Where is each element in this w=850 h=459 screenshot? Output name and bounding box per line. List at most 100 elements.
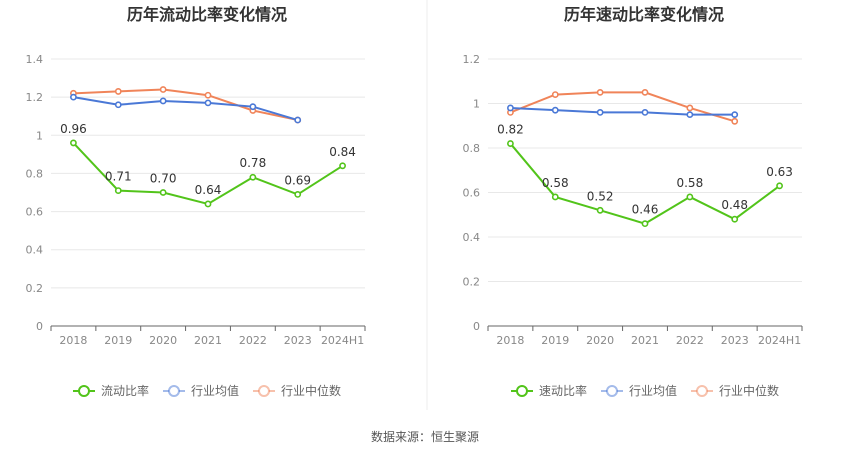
- legend-item: 行业均值: [163, 383, 239, 398]
- legend-label: 流动比率: [101, 383, 149, 398]
- y-tick-label: 1.4: [26, 53, 44, 66]
- series-line: [73, 96, 298, 121]
- y-tick-label: 0.6: [26, 206, 44, 219]
- legend-item: 速动比率: [511, 383, 587, 398]
- data-label: 0.52: [587, 189, 614, 203]
- legend-marker: [606, 385, 618, 397]
- data-point: [114, 187, 122, 194]
- data-point: [551, 106, 559, 114]
- data-point: [507, 140, 514, 147]
- data-point: [551, 91, 559, 98]
- y-tick-label: 0.2: [26, 282, 44, 295]
- data-label: 0.96: [60, 122, 87, 136]
- y-tick-label: 0: [36, 320, 43, 333]
- y-tick-label: 1: [36, 129, 43, 142]
- legend-item: 行业均值: [601, 383, 677, 398]
- x-tick-label: 2020: [149, 334, 177, 347]
- x-tick-label: 2019: [541, 334, 569, 347]
- data-point: [114, 101, 122, 109]
- y-tick-label: 0.2: [463, 276, 481, 289]
- data-point: [686, 104, 694, 112]
- current-ratio-chart: 历年流动比率变化情况 0 0.2 0.4 0.6 0.8 1 1.2 1.4 2018 2019 20…: [26, 5, 366, 398]
- y-tick-label: 0.4: [26, 244, 44, 257]
- y-tick-label: 0: [473, 320, 480, 333]
- data-point: [551, 193, 559, 201]
- legend-marker: [258, 385, 270, 397]
- data-point: [70, 139, 77, 147]
- data-label: 0.58: [676, 176, 703, 190]
- data-point: [294, 191, 302, 198]
- x-tick-label: 2019: [104, 334, 132, 347]
- x-tick-label: 2021: [194, 334, 222, 347]
- data-point: [204, 200, 212, 208]
- series-line: [510, 106, 735, 116]
- data-point: [731, 117, 739, 125]
- y-tick-label: 1.2: [26, 91, 44, 104]
- data-label: 0.64: [195, 183, 222, 197]
- data-label: 0.70: [150, 172, 177, 186]
- data-point: [686, 193, 694, 201]
- data-label: 0.63: [766, 165, 793, 179]
- data-label: 0.58: [542, 176, 569, 190]
- legend-marker: [168, 385, 180, 397]
- chart-title: 历年流动比率变化情况: [127, 5, 287, 24]
- data-label: 0.46: [632, 203, 659, 217]
- y-tick-label: 1: [473, 98, 480, 111]
- data-point: [686, 111, 694, 119]
- data-point: [204, 91, 212, 99]
- data-point: [641, 109, 649, 116]
- legend-item: 行业中位数: [253, 383, 341, 398]
- data-label: 0.71: [105, 170, 132, 184]
- data-label: 0.78: [239, 156, 266, 170]
- data-label: 0.69: [284, 173, 311, 187]
- legend-label: 行业中位数: [281, 383, 341, 398]
- data-point: [776, 182, 783, 190]
- x-tick-label: 2023: [284, 334, 312, 347]
- x-tick-label: 2020: [586, 334, 614, 347]
- data-label: 0.82: [497, 123, 524, 137]
- data-point: [159, 97, 167, 105]
- data-point: [507, 104, 514, 112]
- legend-label: 行业均值: [191, 383, 239, 398]
- y-tick-label: 1.2: [463, 53, 481, 66]
- data-label: 0.48: [721, 198, 748, 212]
- data-point: [731, 111, 739, 119]
- data-point: [596, 206, 604, 214]
- x-tick-label: 2021: [631, 334, 659, 347]
- legend-marker: [516, 385, 528, 397]
- legend-item: 行业中位数: [691, 383, 779, 398]
- data-point: [339, 162, 346, 170]
- y-tick-label: 0.8: [26, 167, 44, 180]
- data-point: [596, 109, 604, 116]
- x-tick-label: 2018: [496, 334, 524, 347]
- data-point: [641, 88, 649, 96]
- data-point: [204, 99, 212, 107]
- data-point: [596, 88, 604, 96]
- data-point: [731, 215, 739, 223]
- quick-ratio-chart: 历年速动比率变化情况 0 0.2 0.4 0.6 0.8 1 1.2 2018 2019 2020 2…: [463, 5, 803, 398]
- data-point: [294, 116, 302, 124]
- x-tick-label: 2022: [676, 334, 704, 347]
- series-line: [73, 88, 298, 122]
- y-tick-label: 0.4: [463, 231, 481, 244]
- data-point: [249, 173, 257, 181]
- legend-item: 流动比率: [73, 383, 149, 398]
- chart-title: 历年速动比率变化情况: [564, 5, 724, 24]
- legend-marker: [696, 385, 708, 397]
- x-tick-label: 2024H1: [758, 334, 801, 347]
- data-point: [114, 88, 122, 95]
- data-label: 0.84: [329, 145, 356, 159]
- series-line: [510, 91, 735, 123]
- source-note: 数据来源：恒生聚源: [370, 430, 479, 444]
- legend-label: 速动比率: [539, 383, 587, 398]
- legend-label: 行业中位数: [719, 383, 779, 398]
- x-tick-label: 2024H1: [321, 334, 364, 347]
- data-point: [70, 93, 77, 101]
- legend-label: 行业均值: [629, 383, 677, 398]
- y-tick-label: 0.6: [463, 187, 481, 200]
- x-tick-label: 2023: [721, 334, 749, 347]
- x-tick-label: 2022: [239, 334, 267, 347]
- y-tick-label: 0.8: [463, 142, 481, 155]
- data-point: [159, 86, 167, 93]
